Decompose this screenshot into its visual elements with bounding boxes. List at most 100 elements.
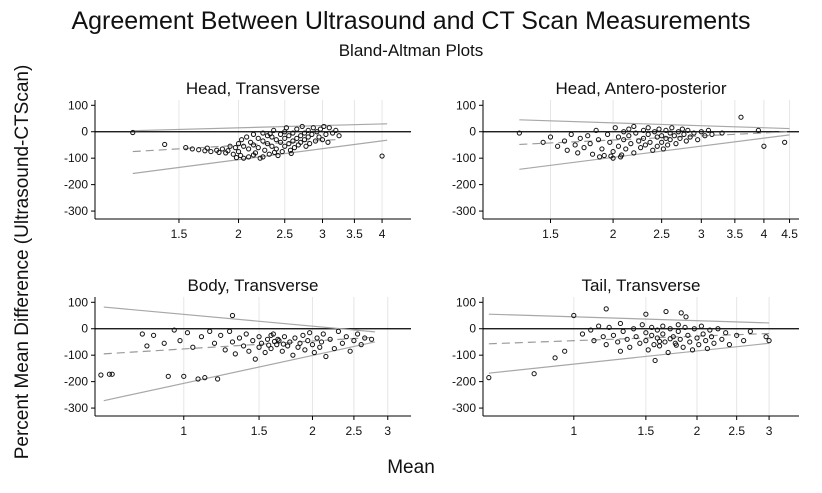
chart-title: Agreement Between Ultrasound and CT Scan… [71, 7, 751, 35]
data-point [250, 131, 257, 137]
data-point [601, 152, 607, 159]
data-point [347, 348, 353, 354]
data-point [287, 339, 293, 345]
data-point [279, 348, 285, 354]
data-point [659, 133, 665, 139]
x-tick-label: 1 [180, 424, 187, 438]
data-point [282, 143, 288, 149]
data-point [323, 353, 329, 360]
data-point [681, 131, 687, 137]
panel-body-transverse: Body, Transverse 100 0 -100 -200 -300 1 1.5 2 2.5… [64, 276, 411, 438]
panel-title: Head, Transverse [186, 79, 320, 98]
data-point [677, 135, 683, 141]
x-tick-label: 3 [766, 424, 773, 438]
x-tick-label: 2 [235, 227, 242, 241]
data-point [619, 152, 625, 158]
x-tick-label: 3 [698, 227, 705, 241]
data-point [283, 125, 289, 131]
data-point [709, 131, 715, 137]
data-point [640, 135, 647, 141]
data-point [250, 338, 256, 344]
data-point [667, 130, 673, 136]
data-point [311, 349, 317, 356]
x-tick-label: 1.5 [251, 424, 268, 438]
data-point [229, 339, 236, 345]
data-point [305, 127, 311, 134]
data-point [575, 150, 581, 156]
data-point [715, 326, 721, 332]
data-point [227, 143, 233, 149]
data-point [597, 154, 603, 160]
bias-line [519, 131, 790, 146]
data-point [237, 152, 244, 159]
data-point [667, 137, 673, 143]
data-point [255, 145, 261, 151]
y-tick-label: -100 [452, 151, 476, 165]
data-point [633, 334, 639, 340]
data-point [246, 146, 252, 152]
data-point [239, 137, 245, 143]
data-point [596, 323, 602, 329]
data-point [683, 138, 689, 144]
x-tick-label: 2.5 [728, 424, 745, 438]
data-point [631, 326, 637, 332]
data-point [211, 340, 218, 346]
data-point [271, 149, 278, 155]
data-point [656, 338, 663, 345]
x-tick-label: 1.5 [638, 424, 655, 438]
data-point [624, 336, 630, 342]
data-point [287, 147, 294, 153]
data-point [326, 125, 332, 131]
data-point [291, 145, 298, 151]
data-point [695, 137, 701, 143]
data-point [687, 134, 693, 140]
data-point [615, 143, 622, 149]
data-point [232, 145, 239, 151]
x-tick-label: 2.5 [653, 227, 670, 241]
data-point [766, 338, 772, 344]
data-point [673, 141, 679, 147]
data-point [610, 332, 617, 338]
y-tick-label: -100 [452, 348, 476, 362]
data-point [277, 139, 284, 145]
data-point [723, 330, 729, 336]
data-point [250, 152, 257, 158]
data-point [236, 335, 243, 341]
data-point [317, 126, 324, 132]
data-point [230, 151, 236, 157]
data-point [275, 152, 281, 159]
data-point [307, 330, 313, 336]
data-point [305, 134, 311, 140]
x-tick-label: 2 [694, 424, 701, 438]
data-point [719, 130, 725, 136]
data-point [109, 371, 115, 377]
data-point [734, 332, 740, 338]
x-tick-label: 1 [570, 424, 577, 438]
x-tick-label: 3 [319, 227, 326, 241]
data-point [282, 135, 288, 141]
data-point [208, 148, 214, 155]
data-point [694, 335, 700, 341]
data-point [266, 342, 272, 348]
data-point [290, 138, 296, 144]
data-point [369, 336, 375, 342]
data-point [204, 145, 210, 151]
data-point [656, 126, 662, 132]
data-point [331, 345, 337, 352]
data-point [292, 335, 298, 341]
upper-limit-line [132, 123, 388, 132]
upper-limit-line [103, 306, 376, 333]
panel-head-antero-posterior: Head, Antero-posterior 100 0 -100 -200 -300 1.… [452, 79, 799, 241]
data-point [177, 338, 183, 344]
data-point [579, 331, 586, 337]
data-point [675, 129, 681, 135]
data-point [675, 328, 681, 334]
data-point [663, 127, 669, 134]
data-point [196, 147, 202, 153]
data-point [267, 131, 273, 137]
x-tick-label: 2 [309, 424, 316, 438]
data-point [615, 339, 621, 345]
data-point [631, 123, 637, 130]
y-tick-label: -200 [64, 178, 88, 192]
panel-title: Tail, Transverse [581, 276, 700, 295]
